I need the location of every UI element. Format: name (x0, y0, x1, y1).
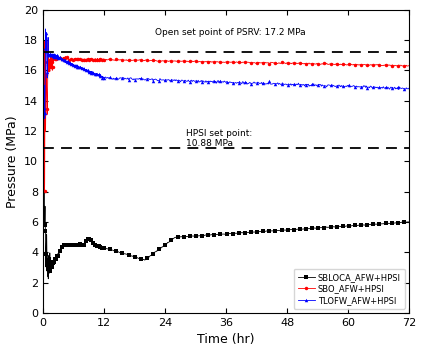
SBLOCA_AFW+HPSI (143, 258, 148, 262)
SBO_AFW+HPSI (42, 189, 47, 194)
SBO_AFW+HPSI (143, 58, 148, 62)
SBO_AFW+HPSI (407, 64, 412, 68)
TLOFW_AFW+HPSI (407, 86, 412, 90)
TLOFW_AFW+HPSI (43, 27, 48, 31)
TLOFW_AFW+HPSI (41, 114, 46, 118)
SBLOCA_AFW+HPSI (398, 220, 403, 225)
SBO_AFW+HPSI (50, 68, 55, 73)
TLOFW_AFW+HPSI (50, 54, 55, 58)
SBLOCA_AFW+HPSI (41, 39, 46, 43)
TLOFW_AFW+HPSI (101, 75, 106, 79)
TLOFW_AFW+HPSI (238, 81, 243, 85)
SBLOCA_AFW+HPSI (407, 220, 412, 224)
X-axis label: Time (hr): Time (hr) (197, 333, 255, 346)
SBO_AFW+HPSI (398, 63, 403, 67)
TLOFW_AFW+HPSI (41, 149, 46, 153)
SBLOCA_AFW+HPSI (50, 263, 55, 268)
TLOFW_AFW+HPSI (45, 75, 50, 79)
SBLOCA_AFW+HPSI (238, 230, 243, 234)
TLOFW_AFW+HPSI (398, 86, 403, 90)
TLOFW_AFW+HPSI (143, 78, 148, 82)
SBLOCA_AFW+HPSI (101, 246, 106, 250)
Y-axis label: Pressure (MPa): Pressure (MPa) (5, 115, 19, 208)
SBO_AFW+HPSI (101, 57, 106, 61)
SBLOCA_AFW+HPSI (46, 277, 51, 281)
SBLOCA_AFW+HPSI (45, 269, 50, 273)
SBO_AFW+HPSI (41, 54, 46, 58)
Line: SBO_AFW+HPSI: SBO_AFW+HPSI (41, 39, 411, 193)
Text: HPSI set point:
10.88 MPa: HPSI set point: 10.88 MPa (186, 129, 252, 148)
SBLOCA_AFW+HPSI (41, 50, 46, 54)
Text: Open set point of PSRV: 17.2 MPa: Open set point of PSRV: 17.2 MPa (155, 28, 306, 37)
SBO_AFW+HPSI (238, 60, 243, 64)
Line: SBLOCA_AFW+HPSI: SBLOCA_AFW+HPSI (41, 39, 411, 281)
SBO_AFW+HPSI (46, 39, 51, 43)
SBO_AFW+HPSI (45, 111, 50, 115)
Line: TLOFW_AFW+HPSI: TLOFW_AFW+HPSI (41, 27, 411, 153)
Legend: SBLOCA_AFW+HPSI, SBO_AFW+HPSI, TLOFW_AFW+HPSI: SBLOCA_AFW+HPSI, SBO_AFW+HPSI, TLOFW_AFW… (294, 269, 405, 309)
